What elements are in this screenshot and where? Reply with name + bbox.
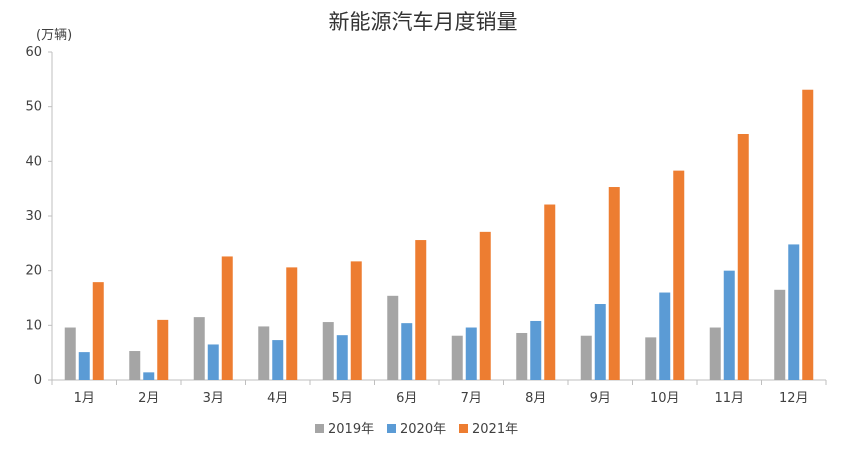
x-tick-label: 1月 <box>74 391 95 406</box>
bar-2020年-10月 <box>659 292 671 380</box>
bar-2019年-4月 <box>258 326 270 380</box>
x-tick-label: 12月 <box>779 391 809 406</box>
bar-2019年-5月 <box>322 322 334 380</box>
bar-2020年-8月 <box>530 320 542 380</box>
legend-swatch-2021年 <box>459 424 468 433</box>
bar-2021年-1月 <box>92 282 104 380</box>
y-tick-label: 20 <box>25 264 42 279</box>
bar-2019年-9月 <box>580 335 592 380</box>
bar-2021年-12月 <box>802 89 814 380</box>
bar-2020年-1月 <box>78 352 90 380</box>
bar-2021年-2月 <box>157 319 169 380</box>
y-tick-label: 0 <box>34 373 42 388</box>
x-tick-label: 9月 <box>590 391 611 406</box>
x-tick-label: 6月 <box>396 391 417 406</box>
bar-2020年-7月 <box>465 327 477 380</box>
x-tick-label: 11月 <box>714 391 744 406</box>
bar-2020年-5月 <box>336 335 348 380</box>
y-axis-unit-label: (万辆) <box>36 28 73 43</box>
x-tick-label: 3月 <box>203 391 224 406</box>
bar-2021年-4月 <box>286 267 298 380</box>
y-tick-label: 30 <box>25 209 42 224</box>
x-tick-label: 10月 <box>650 391 680 406</box>
y-tick-label: 10 <box>25 318 42 333</box>
bar-2021年-5月 <box>350 261 362 380</box>
bar-2021年-7月 <box>479 231 491 380</box>
legend-label-2021年: 2021年 <box>472 422 518 437</box>
bar-2021年-10月 <box>673 170 685 380</box>
bar-2020年-3月 <box>207 344 219 380</box>
bar-2020年-2月 <box>143 372 155 380</box>
x-tick-label: 2月 <box>138 391 159 406</box>
legend-swatch-2019年 <box>315 424 324 433</box>
bar-2020年-11月 <box>723 270 735 380</box>
bar-2019年-11月 <box>709 327 721 380</box>
y-tick-label: 40 <box>25 154 42 169</box>
bar-2019年-2月 <box>129 351 141 380</box>
bar-2019年-8月 <box>516 332 528 380</box>
legend-label-2020年: 2020年 <box>400 422 446 437</box>
legend-label-2019年: 2019年 <box>328 422 374 437</box>
bar-2019年-7月 <box>451 335 463 380</box>
bar-2020年-12月 <box>788 244 800 380</box>
bar-2019年-6月 <box>387 295 399 380</box>
legend-swatch-2020年 <box>387 424 396 433</box>
y-tick-label: 50 <box>25 100 42 115</box>
bar-2021年-8月 <box>544 204 556 380</box>
x-tick-label: 8月 <box>525 391 546 406</box>
bar-2019年-10月 <box>645 337 657 380</box>
bar-2020年-6月 <box>401 323 413 380</box>
x-tick-label: 4月 <box>267 391 288 406</box>
bar-2020年-9月 <box>594 304 606 380</box>
bar-2019年-1月 <box>64 327 76 380</box>
y-tick-label: 60 <box>25 45 42 60</box>
bar-2019年-3月 <box>193 317 205 380</box>
bar-2021年-9月 <box>608 187 620 380</box>
bar-2021年-3月 <box>221 256 233 380</box>
x-tick-label: 5月 <box>332 391 353 406</box>
bar-2021年-6月 <box>415 240 427 380</box>
bar-2021年-11月 <box>737 134 749 380</box>
x-tick-label: 7月 <box>461 391 482 406</box>
chart-title: 新能源汽车月度销量 <box>328 10 518 34</box>
bar-2020年-4月 <box>272 340 284 380</box>
bar-2019年-12月 <box>774 289 786 380</box>
